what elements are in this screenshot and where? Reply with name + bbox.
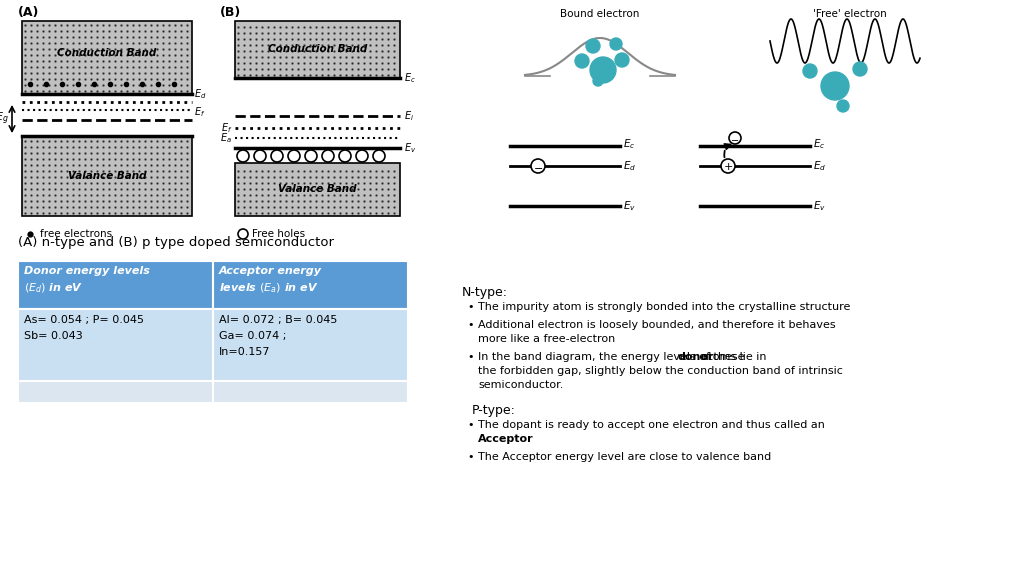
- Text: Conduction Band: Conduction Band: [57, 47, 157, 58]
- Text: semiconductor.: semiconductor.: [478, 380, 563, 390]
- Text: $E_c$: $E_c$: [623, 137, 636, 151]
- Text: $(E_d)$ in eV: $(E_d)$ in eV: [24, 281, 83, 294]
- Circle shape: [305, 150, 317, 162]
- Text: In=0.157: In=0.157: [219, 347, 270, 357]
- Text: As= 0.054 ; P= 0.045: As= 0.054 ; P= 0.045: [24, 315, 144, 325]
- Text: •: •: [467, 320, 473, 330]
- Circle shape: [610, 38, 622, 50]
- Text: •: •: [467, 452, 473, 462]
- Text: Ga= 0.074 ;: Ga= 0.074 ;: [219, 331, 287, 341]
- Text: In the band diagram, the energy levels of these: In the band diagram, the energy levels o…: [478, 352, 748, 362]
- Text: Bound electron: Bound electron: [560, 9, 640, 19]
- Text: (A) n-type and (B) p type doped semiconductor: (A) n-type and (B) p type doped semicond…: [18, 236, 334, 249]
- Text: The dopant is ready to accept one electron and thus called an: The dopant is ready to accept one electr…: [478, 420, 825, 430]
- Text: •: •: [467, 302, 473, 312]
- Bar: [18, 381, 213, 403]
- Circle shape: [575, 54, 589, 68]
- Circle shape: [803, 64, 817, 78]
- Text: $E_c$: $E_c$: [404, 71, 416, 85]
- Text: levels $(E_a)$ in eV: levels $(E_a)$ in eV: [219, 281, 318, 294]
- Text: The Acceptor energy level are close to valence band: The Acceptor energy level are close to v…: [478, 452, 771, 462]
- Text: free electrons: free electrons: [40, 229, 112, 239]
- Text: $E_f$: $E_f$: [194, 105, 206, 119]
- Bar: [213, 309, 408, 381]
- Bar: [22, 21, 193, 94]
- Circle shape: [271, 150, 283, 162]
- Circle shape: [837, 100, 849, 112]
- Circle shape: [821, 72, 849, 100]
- Circle shape: [339, 150, 351, 162]
- Text: Acceptor energy: Acceptor energy: [219, 266, 322, 276]
- Text: Valance Band: Valance Band: [279, 184, 356, 195]
- Text: $E_d$: $E_d$: [194, 87, 207, 101]
- Text: (A): (A): [18, 6, 39, 19]
- Bar: [234, 21, 400, 78]
- Circle shape: [721, 159, 735, 173]
- Circle shape: [586, 39, 600, 53]
- Text: $E_a$: $E_a$: [220, 131, 232, 145]
- Bar: [234, 163, 400, 216]
- Text: Free holes: Free holes: [252, 229, 305, 239]
- Text: Conduction Band: Conduction Band: [268, 44, 368, 55]
- Text: donor: donor: [678, 352, 714, 362]
- Circle shape: [615, 53, 629, 67]
- Text: The impurity atom is strongly bonded into the crystalline structure: The impurity atom is strongly bonded int…: [478, 302, 850, 312]
- Text: $E_c$: $E_c$: [813, 137, 825, 151]
- Circle shape: [729, 132, 741, 144]
- Bar: [22, 136, 193, 216]
- Text: $E_g$: $E_g$: [0, 111, 9, 127]
- Text: the forbidden gap, slightly below the conduction band of intrinsic: the forbidden gap, slightly below the co…: [478, 366, 843, 376]
- Circle shape: [238, 229, 248, 239]
- Circle shape: [853, 62, 867, 76]
- Circle shape: [322, 150, 334, 162]
- Circle shape: [254, 150, 266, 162]
- Text: Sb= 0.043: Sb= 0.043: [24, 331, 83, 341]
- Text: $E_d$: $E_d$: [813, 159, 826, 173]
- Circle shape: [593, 76, 603, 86]
- Text: atoms lie in: atoms lie in: [698, 352, 767, 362]
- Text: P-type:: P-type:: [472, 404, 516, 417]
- Text: $+$: $+$: [723, 161, 733, 172]
- Text: $E_v$: $E_v$: [404, 141, 416, 155]
- Circle shape: [288, 150, 300, 162]
- Text: N-type:: N-type:: [462, 286, 508, 299]
- Bar: [213, 261, 408, 309]
- Text: (B): (B): [220, 6, 242, 19]
- Text: $E_d$: $E_d$: [623, 159, 636, 173]
- Text: 'Free' electron: 'Free' electron: [813, 9, 887, 19]
- Bar: [18, 261, 213, 309]
- Circle shape: [237, 150, 249, 162]
- Circle shape: [590, 57, 616, 83]
- Text: $-$: $-$: [532, 162, 543, 172]
- Text: Donor energy levels: Donor energy levels: [24, 266, 150, 276]
- Text: $-$: $-$: [730, 134, 739, 144]
- Text: $E_i$: $E_i$: [404, 109, 414, 123]
- Text: Acceptor: Acceptor: [478, 434, 534, 444]
- Bar: [213, 381, 408, 403]
- Bar: [18, 309, 213, 381]
- Text: more like a free-electron: more like a free-electron: [478, 334, 615, 344]
- Text: Al= 0.072 ; B= 0.045: Al= 0.072 ; B= 0.045: [219, 315, 337, 325]
- Text: •: •: [467, 352, 473, 362]
- Circle shape: [373, 150, 385, 162]
- Circle shape: [356, 150, 368, 162]
- Text: Valance Band: Valance Band: [68, 171, 146, 181]
- Text: $E_f$: $E_f$: [220, 121, 232, 135]
- Text: $E_v$: $E_v$: [813, 199, 826, 213]
- Text: Additional electron is loosely bounded, and therefore it behaves: Additional electron is loosely bounded, …: [478, 320, 836, 330]
- Circle shape: [531, 159, 545, 173]
- Text: $E_v$: $E_v$: [623, 199, 636, 213]
- Text: •: •: [467, 420, 473, 430]
